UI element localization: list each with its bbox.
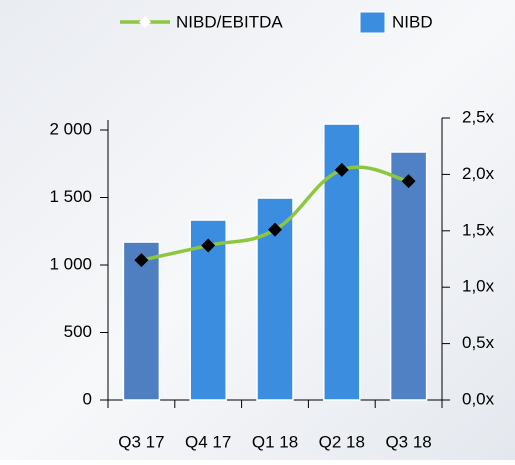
marker (134, 253, 149, 268)
y2-tick-label: 0,5x (462, 333, 495, 352)
legend-swatch (359, 11, 386, 34)
y-tick-label: 500 (64, 322, 92, 341)
y2-tick-label: 2,0x (462, 164, 495, 183)
y2-tick-label: 2,5x (462, 107, 495, 126)
y-tick-label: 1 000 (49, 254, 92, 273)
y2-tick-label: 0,0x (462, 389, 495, 408)
marker (268, 222, 282, 237)
y2-tick-label: 1,0x (462, 277, 495, 296)
marker (401, 174, 416, 189)
y-tick-label: 2 000 (49, 119, 92, 138)
legend-label: NIBD (392, 12, 433, 31)
y-tick-label: 0 (83, 389, 92, 408)
y-tick-label: 1 500 (49, 187, 92, 206)
bar (122, 241, 161, 401)
x-tick-label: Q1 18 (252, 432, 298, 451)
marker (334, 162, 349, 177)
bar (389, 151, 428, 401)
x-tick-label: Q3 17 (118, 432, 164, 451)
y2-tick-label: 1,5x (462, 220, 495, 239)
legend-marker (139, 16, 151, 28)
x-tick-label: Q2 18 (319, 432, 365, 451)
x-tick-label: Q3 18 (385, 432, 431, 451)
legend-label: NIBD/EBITDA (176, 12, 283, 31)
marker (201, 238, 216, 253)
x-tick-label: Q4 17 (185, 432, 231, 451)
